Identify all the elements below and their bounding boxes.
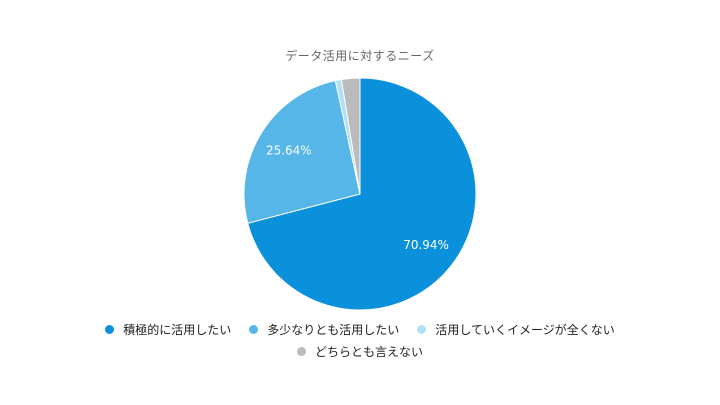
legend-swatch bbox=[249, 324, 259, 334]
legend-row: どちらとも言えない bbox=[0, 340, 720, 362]
slice-data-label-2: 25.64% bbox=[266, 143, 312, 157]
pie-slice-2 bbox=[243, 80, 361, 224]
legend-swatch bbox=[296, 346, 306, 356]
legend-label: 多少なりとも活用したい bbox=[267, 322, 400, 337]
chart-title: データ活用に対するニーズ bbox=[285, 49, 435, 63]
legend-item-2[interactable]: 多少なりとも活用したい bbox=[249, 321, 399, 338]
legend-item-3[interactable]: 活用していくイメージが全くない bbox=[417, 321, 615, 338]
legend-item-4[interactable]: どちらとも言えない bbox=[296, 343, 423, 360]
legend-swatch bbox=[105, 324, 115, 334]
legend-swatch bbox=[417, 324, 427, 334]
legend-item-1[interactable]: 積極的に活用したい bbox=[105, 321, 231, 338]
legend-label: 積極的に活用したい bbox=[123, 322, 232, 337]
legend-label: どちらとも言えない bbox=[314, 344, 423, 359]
legend-row: 積極的に活用したい 多少なりとも活用したい 活用していくイメージが全くない bbox=[0, 318, 720, 340]
legend: 積極的に活用したい 多少なりとも活用したい 活用していくイメージが全くない どちらとも… bbox=[0, 318, 720, 362]
pie-slice-4 bbox=[340, 77, 361, 195]
slice-data-label-1: 70.94% bbox=[403, 238, 449, 252]
pie-slice-1 bbox=[247, 77, 477, 311]
legend-label: 活用していくイメージが全くない bbox=[435, 322, 615, 337]
